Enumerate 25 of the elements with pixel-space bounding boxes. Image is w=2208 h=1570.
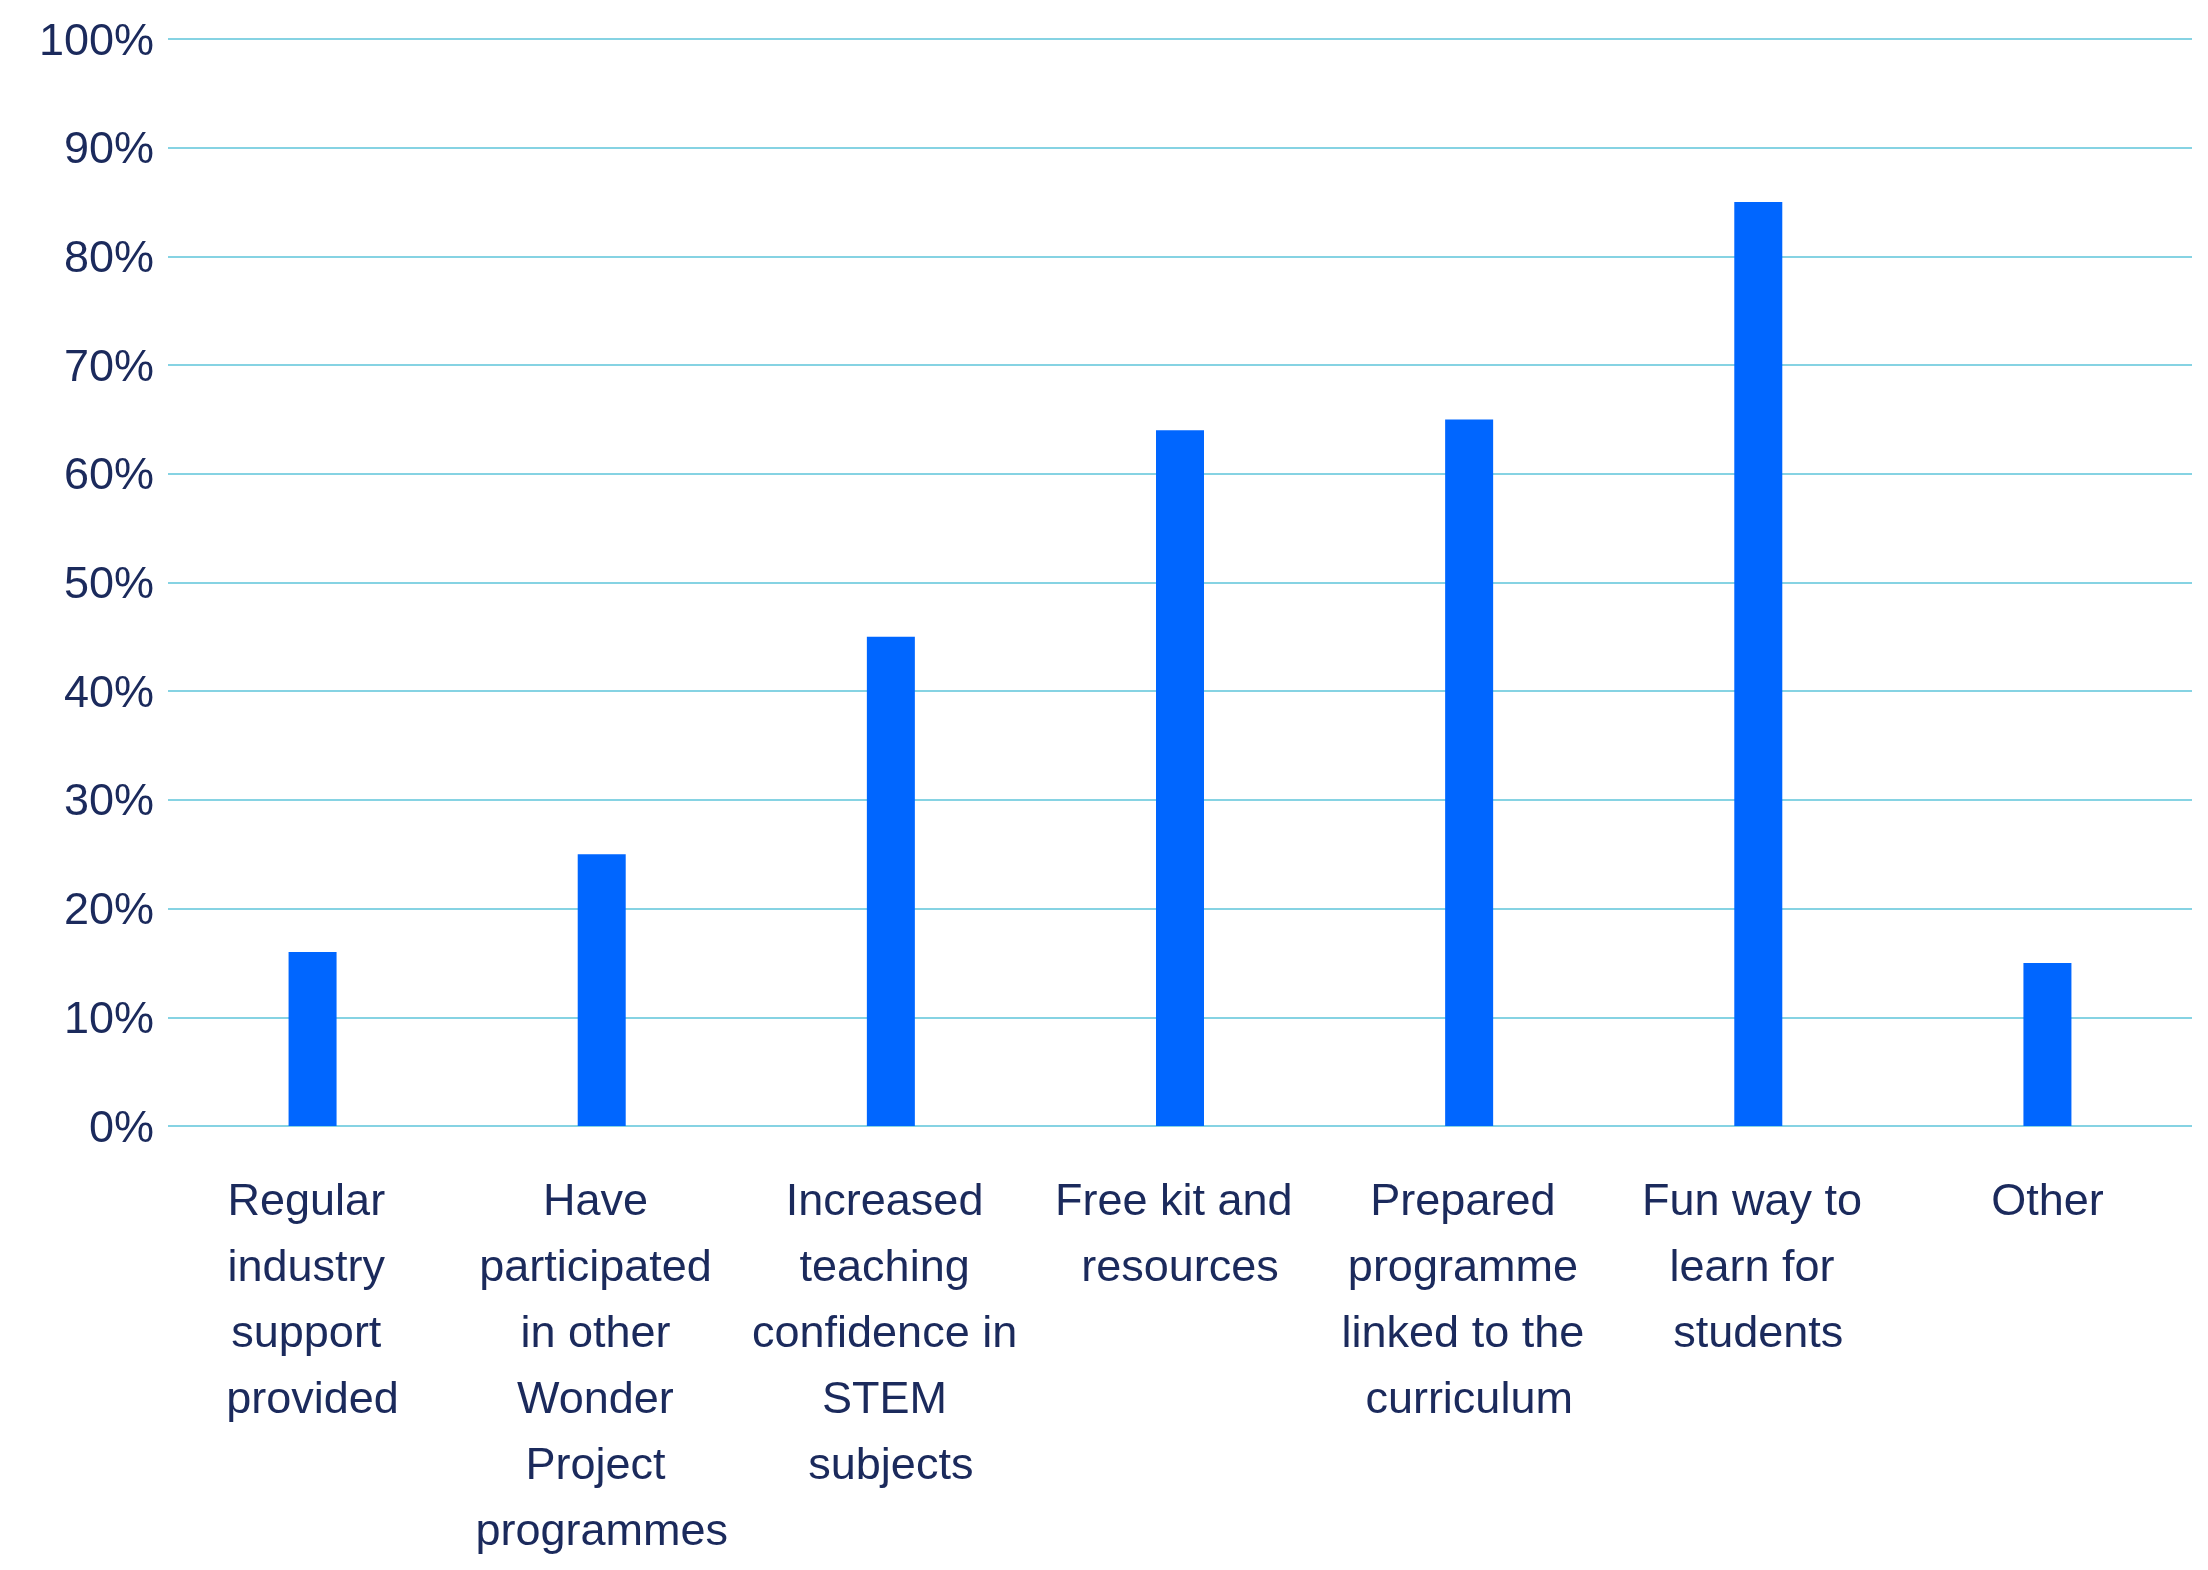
x-tick-label: Free kit and resources xyxy=(1054,1173,1306,1291)
y-tick-label: 100% xyxy=(38,13,154,65)
bar xyxy=(288,952,337,1126)
x-tick-label: Other xyxy=(1991,1173,2104,1225)
x-tick-label: Prepared programme linked to the curriculum xyxy=(1341,1173,1597,1423)
y-tick-label: 20% xyxy=(63,883,154,935)
bar xyxy=(1734,202,1783,1126)
bar xyxy=(1156,430,1204,1126)
x-tick-label: Regular industry support provided xyxy=(226,1173,399,1423)
x-tick-label: Have participated in other Wonder Project programmes xyxy=(475,1173,728,1555)
x-tick-label: Increased teaching confidence in STEM subjects xyxy=(752,1173,1030,1489)
bar xyxy=(577,854,626,1126)
y-tick-label: 50% xyxy=(63,557,154,608)
x-tick-label: Fun way to learn for students xyxy=(1641,1173,1875,1357)
bar xyxy=(1445,419,1494,1126)
y-tick-label: 30% xyxy=(63,774,154,826)
y-tick-label: 80% xyxy=(63,230,154,282)
y-tick-label: 70% xyxy=(63,339,154,391)
bar xyxy=(2023,962,2072,1126)
y-tick-label: 90% xyxy=(63,122,154,174)
y-tick-label: 40% xyxy=(63,665,154,717)
y-tick-label: 60% xyxy=(63,448,154,500)
y-tick-label: 10% xyxy=(63,991,154,1043)
y-tick-label: 0% xyxy=(88,1100,154,1152)
bar xyxy=(866,636,915,1126)
